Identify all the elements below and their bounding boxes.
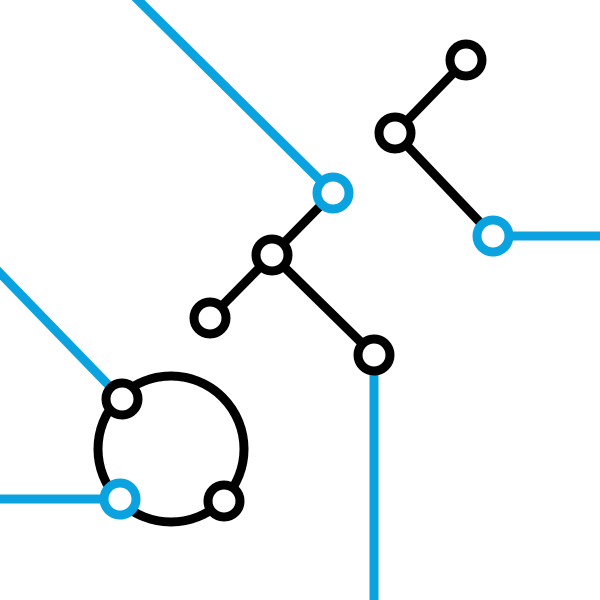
rings-layer (93, 371, 249, 527)
node-n-upper-connector (312, 172, 354, 214)
node-n-center-hub (251, 234, 293, 276)
node-n-upper-mid (374, 112, 416, 154)
edge-n-center-hub-n-lower-right (268, 251, 378, 359)
nodes-layer (99, 39, 514, 522)
line-left-diagonal (0, 266, 126, 403)
node-n-right-connector (472, 215, 514, 257)
line-upper-diagonal (131, 0, 337, 197)
node-n-ring-left (99, 478, 141, 520)
node-n-ring-top (101, 378, 143, 420)
ring-lower-left (93, 371, 249, 527)
node-n-ring-right (203, 480, 245, 522)
node-n-center-left (189, 297, 231, 339)
edges-layer (206, 56, 497, 359)
node-n-lower-right (353, 334, 395, 376)
node-n-top-right (445, 39, 487, 81)
edge-n-upper-mid-n-right-connector (391, 129, 497, 240)
